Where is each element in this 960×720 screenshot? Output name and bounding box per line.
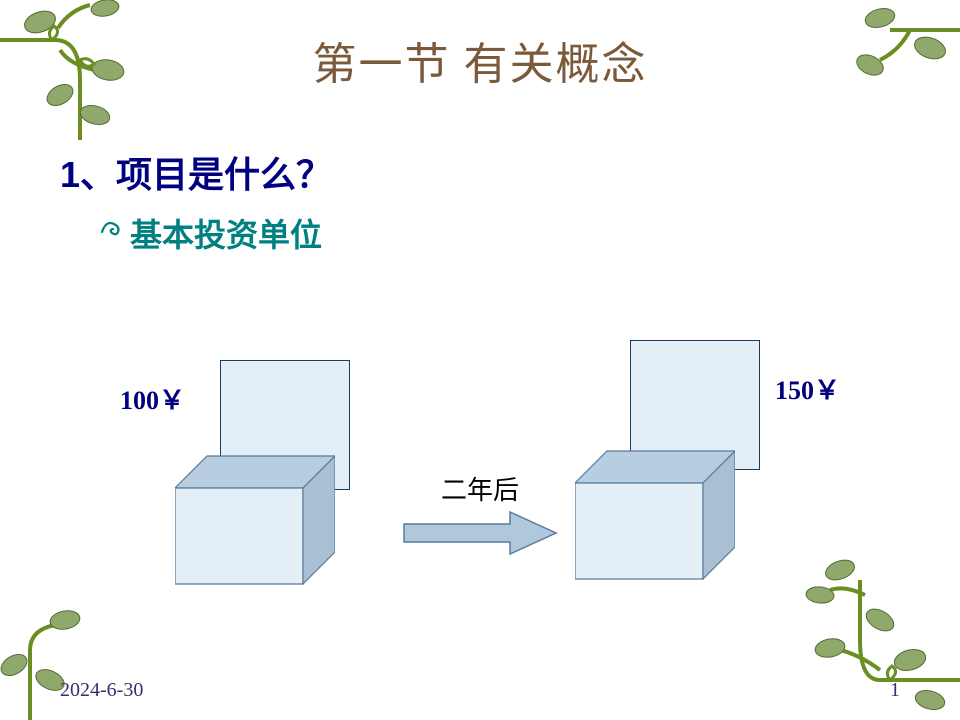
section-heading: 1、项目是什么？: [60, 146, 332, 198]
left-value-label: 100￥: [120, 380, 185, 417]
footer-date: 2024-6-30: [60, 679, 143, 702]
slide-title: 第一节 有关概念: [0, 28, 960, 92]
arrow-label: 二年后: [420, 470, 540, 507]
right-value-label: 150￥: [775, 370, 840, 407]
right-cube: [575, 450, 735, 580]
subpoint-text: 基本投资单位: [130, 210, 322, 256]
left-cube: [175, 455, 335, 585]
bullet-swirl-icon: [100, 218, 124, 238]
footer-page-number: 1: [890, 679, 900, 702]
investment-diagram: 100￥ 150￥ 二年后: [0, 340, 960, 620]
arrow-icon: [400, 510, 560, 556]
